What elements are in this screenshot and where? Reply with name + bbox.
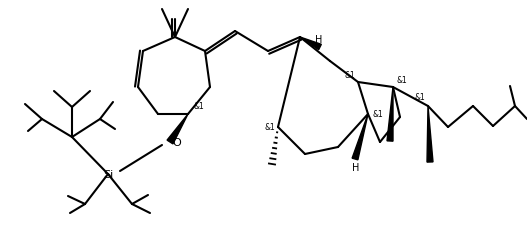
Polygon shape bbox=[352, 115, 368, 160]
Text: &1: &1 bbox=[396, 76, 407, 85]
Text: H: H bbox=[315, 35, 323, 45]
Text: O: O bbox=[172, 137, 181, 147]
Text: Si: Si bbox=[103, 169, 113, 179]
Text: &1: &1 bbox=[264, 123, 275, 132]
Polygon shape bbox=[387, 88, 393, 142]
Text: &1: &1 bbox=[344, 71, 355, 80]
Text: &1: &1 bbox=[414, 93, 425, 101]
Polygon shape bbox=[167, 115, 188, 144]
Polygon shape bbox=[427, 106, 433, 162]
Text: &1: &1 bbox=[193, 101, 204, 110]
Text: &1: &1 bbox=[372, 110, 383, 119]
Polygon shape bbox=[300, 38, 321, 50]
Text: H: H bbox=[353, 162, 360, 172]
